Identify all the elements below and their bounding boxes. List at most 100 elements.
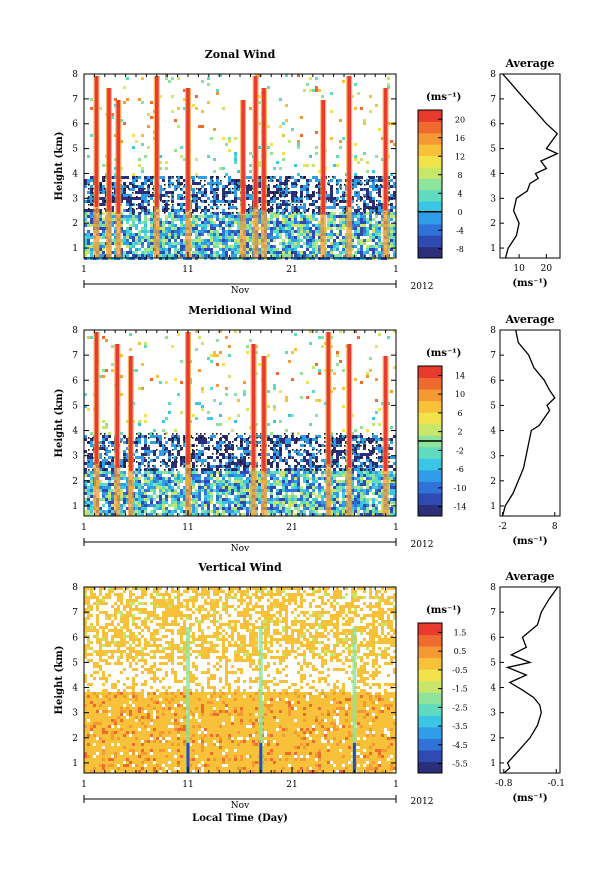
- field-cell: [231, 221, 234, 224]
- field-cell: [273, 185, 276, 188]
- field-cell: [192, 507, 195, 510]
- field-cell: [267, 474, 270, 477]
- field-cell: [225, 143, 228, 146]
- field-cell: [357, 498, 360, 501]
- field-cell: [276, 227, 279, 230]
- field-cell: [363, 447, 366, 450]
- field-cell: [141, 77, 144, 80]
- field-cell: [129, 200, 132, 203]
- stipple-dot: [236, 187, 238, 190]
- field-cell: [126, 209, 129, 212]
- field-cell: [342, 492, 345, 495]
- field-cell: [225, 248, 228, 251]
- colorbar-segment: [418, 178, 442, 191]
- field-cell: [183, 435, 186, 438]
- field-cell: [330, 456, 333, 459]
- field-cell: [132, 233, 135, 236]
- field-cell: [312, 471, 315, 474]
- field-cell: [87, 233, 90, 236]
- field-cell: [336, 459, 339, 462]
- field-cell: [237, 435, 240, 438]
- field-cell: [327, 224, 330, 227]
- stipple-dot: [280, 199, 282, 202]
- field-cell: [300, 239, 303, 242]
- field-cell: [90, 504, 93, 507]
- field-cell: [378, 188, 381, 191]
- field-cell: [270, 212, 273, 215]
- field-cell: [123, 122, 126, 125]
- field-cell: [219, 465, 222, 468]
- field-cell: [183, 248, 186, 251]
- field-cell: [90, 188, 93, 191]
- y-tick-label: 1: [72, 244, 78, 254]
- field-cell: [84, 179, 87, 182]
- field-cell: [213, 197, 216, 200]
- field-cell: [207, 483, 210, 486]
- stipple-dot: [216, 207, 218, 210]
- field-cell: [210, 474, 213, 477]
- field-cell: [357, 251, 360, 254]
- stipple-dot: [344, 207, 346, 210]
- field-cell: [174, 504, 177, 507]
- field-cell: [198, 336, 201, 339]
- field-cell: [309, 504, 312, 507]
- field-cell: [216, 498, 219, 501]
- field-cell: [138, 477, 141, 480]
- field-cell: [213, 435, 216, 438]
- stipple-dot: [280, 191, 282, 194]
- field-cell: [243, 501, 246, 504]
- field-cell: [198, 456, 201, 459]
- field-cell: [366, 227, 369, 230]
- field-cell: [375, 251, 378, 254]
- field-cell: [285, 176, 288, 179]
- field-cell: [267, 251, 270, 254]
- field-cell: [198, 474, 201, 477]
- field-cell: [312, 239, 315, 242]
- field-cell: [381, 179, 384, 182]
- event-core: [94, 76, 99, 208]
- field-cell: [201, 405, 204, 408]
- field-cell: [147, 480, 150, 483]
- field-cell: [315, 486, 318, 489]
- stipple-dot: [216, 175, 218, 178]
- field-cell: [207, 411, 210, 414]
- field-cell: [333, 245, 336, 248]
- field-cell: [354, 212, 357, 215]
- field-cell: [351, 507, 354, 510]
- field-cell: [312, 477, 315, 480]
- field-cell: [291, 218, 294, 221]
- stipple-dot: [212, 179, 214, 182]
- field-cell: [339, 230, 342, 233]
- field-cell: [165, 74, 168, 77]
- field-cell: [123, 242, 126, 245]
- field-cell: [231, 462, 234, 465]
- field-cell: [363, 483, 366, 486]
- field-cell: [378, 221, 381, 224]
- field-cell: [132, 245, 135, 248]
- field-cell: [195, 248, 198, 251]
- field-cell: [99, 456, 102, 459]
- field-cell: [246, 489, 249, 492]
- stipple-dot: [268, 179, 270, 182]
- field-cell: [225, 465, 228, 468]
- field-cell: [333, 480, 336, 483]
- field-cell: [210, 224, 213, 227]
- field-cell: [309, 456, 312, 459]
- field-cell: [297, 74, 300, 77]
- stipple-dot: [172, 175, 174, 178]
- stipple-dot: [308, 183, 310, 186]
- field-cell: [258, 191, 261, 194]
- field-cell: [213, 191, 216, 194]
- field-cell: [174, 239, 177, 242]
- field-cell: [294, 245, 297, 248]
- field-cell: [219, 438, 222, 441]
- field-cell: [87, 212, 90, 215]
- field-cell: [159, 245, 162, 248]
- field-cell: [129, 333, 132, 336]
- field-cell: [378, 450, 381, 453]
- field-cell: [210, 417, 213, 420]
- stipple-dot: [248, 207, 250, 210]
- field-cell: [342, 498, 345, 501]
- field-cell: [141, 513, 144, 516]
- stipple-dot: [328, 211, 330, 214]
